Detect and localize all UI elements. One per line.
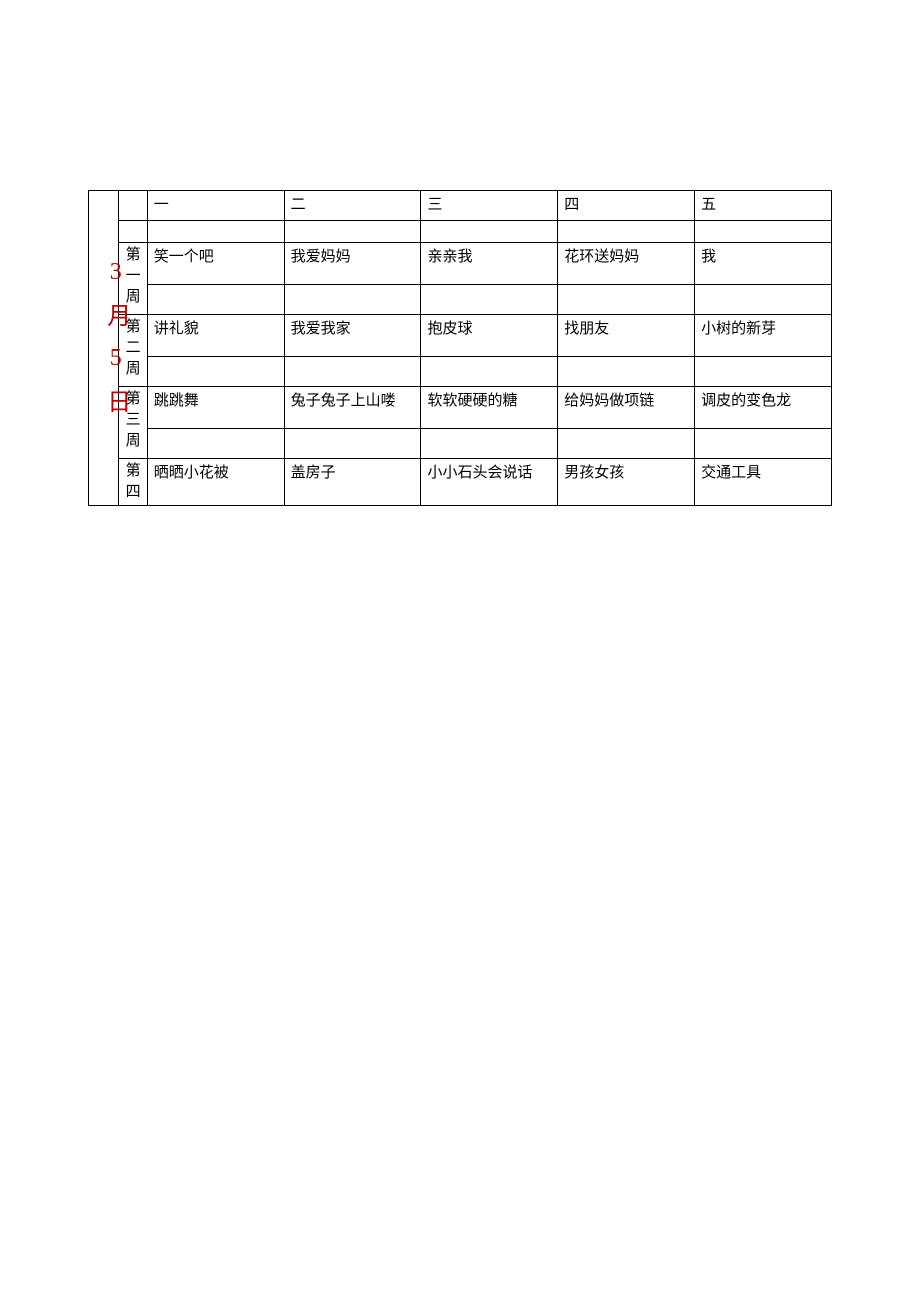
empty-cell (421, 429, 558, 459)
empty-cell (147, 285, 284, 315)
empty-cell (558, 357, 695, 387)
activity-cell: 给妈妈做项链 (558, 387, 695, 429)
spacer-cell-1 (147, 221, 284, 243)
activity-cell: 盖房子 (284, 459, 421, 506)
activity-cell: 交通工具 (695, 459, 832, 506)
activity-cell: 调皮的变色龙 (695, 387, 832, 429)
empty-cell (147, 357, 284, 387)
empty-cell (558, 285, 695, 315)
empty-cell (421, 357, 558, 387)
empty-cell (284, 285, 421, 315)
day-header-2: 二 (284, 191, 421, 221)
activity-cell: 找朋友 (558, 315, 695, 357)
activity-cell: 跳跳舞 (147, 387, 284, 429)
week-label-4: 第四 (119, 459, 147, 506)
activity-cell: 花环送妈妈 (558, 243, 695, 285)
empty-cell (421, 285, 558, 315)
activity-cell: 小小石头会说话 (421, 459, 558, 506)
activity-cell: 笑一个吧 (147, 243, 284, 285)
header-row: 3月5日 一 二 三 四 五 (89, 191, 832, 221)
activity-cell: 男孩女孩 (558, 459, 695, 506)
empty-cell (558, 429, 695, 459)
activity-cell: 软软硬硬的糖 (421, 387, 558, 429)
day-header-5: 五 (695, 191, 832, 221)
table-row-week3: 第三周 跳跳舞 兔子兔子上山喽 软软硬硬的糖 给妈妈做项链 调皮的变色龙 (89, 387, 832, 429)
empty-cell (695, 285, 832, 315)
table-row-week3-sub (89, 429, 832, 459)
table-row-week2-sub (89, 357, 832, 387)
spacer-cell-2 (284, 221, 421, 243)
spacer-cell-4 (558, 221, 695, 243)
spacer-row-0 (89, 221, 832, 243)
activity-cell: 晒晒小花被 (147, 459, 284, 506)
empty-cell (695, 357, 832, 387)
schedule-table: 3月5日 一 二 三 四 五 第一周 笑一个吧 我爱妈妈 亲亲我 花环送妈妈 我… (88, 190, 832, 506)
table-row-week1: 第一周 笑一个吧 我爱妈妈 亲亲我 花环送妈妈 我 (89, 243, 832, 285)
activity-cell: 我 (695, 243, 832, 285)
activity-cell: 我爱妈妈 (284, 243, 421, 285)
empty-cell (695, 429, 832, 459)
spacer-cell-5 (695, 221, 832, 243)
spacer-cell-3 (421, 221, 558, 243)
day-header-3: 三 (421, 191, 558, 221)
table-row-week2: 第二周 讲礼貌 我爱我家 抱皮球 找朋友 小树的新芽 (89, 315, 832, 357)
empty-cell (147, 429, 284, 459)
empty-cell (284, 357, 421, 387)
activity-cell: 小树的新芽 (695, 315, 832, 357)
table-row-week4: 第四 晒晒小花被 盖房子 小小石头会说话 男孩女孩 交通工具 (89, 459, 832, 506)
activity-cell: 亲亲我 (421, 243, 558, 285)
activity-cell: 兔子兔子上山喽 (284, 387, 421, 429)
day-header-4: 四 (558, 191, 695, 221)
day-header-1: 一 (147, 191, 284, 221)
month-label-cell: 3月5日 (89, 191, 119, 506)
activity-cell: 我爱我家 (284, 315, 421, 357)
activity-cell: 讲礼貌 (147, 315, 284, 357)
empty-cell (284, 429, 421, 459)
table-row-week1-sub (89, 285, 832, 315)
activity-cell: 抱皮球 (421, 315, 558, 357)
header-week-empty (119, 191, 147, 221)
spacer-week-empty (119, 221, 147, 243)
